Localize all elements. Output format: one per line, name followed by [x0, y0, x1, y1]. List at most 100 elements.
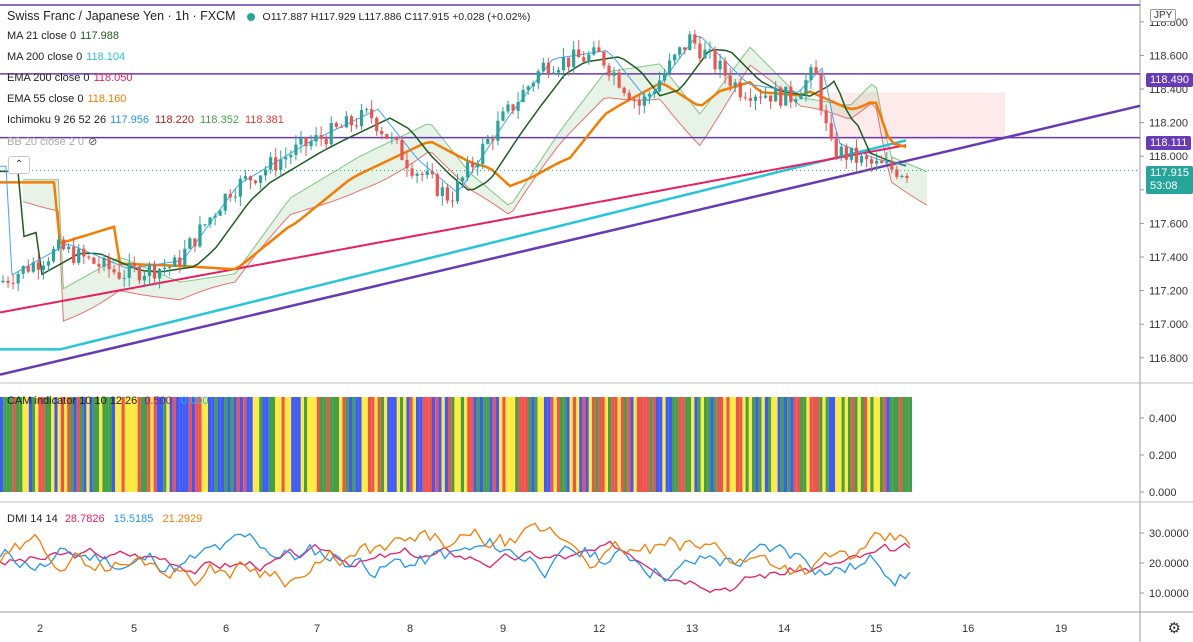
candle-body [299, 137, 303, 145]
candle-body [738, 82, 742, 98]
cam-bar [822, 397, 826, 492]
ichimoku-cloud [23, 47, 927, 321]
indicator-label: MA 200 close 0 [7, 51, 83, 63]
candle-body [708, 49, 712, 51]
candle-body [723, 60, 727, 76]
cam-bar [339, 397, 343, 492]
candle-body [718, 60, 722, 70]
candle-body [688, 34, 692, 51]
candle-body [67, 246, 71, 250]
cam-bar [99, 397, 103, 492]
currency-badge[interactable]: JPY [1150, 9, 1177, 22]
indicator-legend-row[interactable]: Ichimoku 9 26 52 26 117.956 118.220 118.352… [7, 114, 290, 126]
cam-bar [476, 397, 480, 492]
cam-bar [707, 397, 711, 492]
candle-body [72, 246, 76, 263]
settings-gear-icon[interactable]: ⚙ [1167, 620, 1181, 637]
cam-bar [57, 397, 61, 492]
cam-bar [886, 397, 890, 492]
indicator-legend-row[interactable]: BB 20 close 2 0 ⊘ [7, 135, 101, 148]
candle-body [733, 82, 737, 86]
hidden-eye-icon[interactable]: ⊘ [88, 136, 98, 148]
cam-bar [454, 397, 458, 492]
cam-bar [390, 397, 394, 492]
cam-bar [425, 397, 429, 492]
cam-bar [358, 397, 362, 492]
candle-body [62, 239, 66, 250]
cam-bar [825, 397, 829, 492]
cam-bar [841, 397, 845, 492]
candle-body [895, 169, 899, 177]
cam-bar [134, 397, 138, 492]
candle-body [142, 275, 146, 281]
candle-body [577, 49, 581, 58]
cam-bar [656, 397, 660, 492]
cam-bar [524, 397, 528, 492]
cam-bar [41, 397, 45, 492]
indicator-legend-row[interactable]: EMA 200 close 0 118.050 [7, 72, 139, 84]
cam-bar [124, 397, 128, 492]
candle-body [526, 86, 530, 91]
candle-body [415, 173, 419, 176]
cam-bar [217, 397, 221, 492]
candle-body [87, 256, 91, 258]
cam-bar [416, 397, 420, 492]
cam-bar [54, 397, 58, 492]
cam-bar [329, 397, 333, 492]
candle-body [779, 87, 783, 106]
candle-body [208, 217, 212, 225]
candle-body [31, 262, 35, 272]
cam-bar [208, 397, 212, 492]
cam-bar [550, 397, 554, 492]
cam-bar [444, 397, 448, 492]
cam-bar [342, 397, 346, 492]
x-tick-label: 16 [962, 623, 974, 635]
cam-bar [89, 397, 93, 492]
cam-bar [150, 397, 154, 492]
candle-body [693, 34, 697, 44]
candle-body [758, 96, 763, 98]
candle-body [122, 277, 126, 279]
indicator-value: 118.381 [244, 114, 284, 126]
candle-body [344, 116, 348, 128]
cam-indicator-label[interactable]: CAM indicator 10 10 12 26 [7, 395, 138, 407]
cam-bar [860, 397, 864, 492]
candle-body [304, 137, 308, 147]
cam-bar [48, 397, 52, 492]
cam-bar [480, 397, 484, 492]
candle-body [789, 86, 793, 103]
candle-body [359, 110, 364, 127]
candle-body [339, 126, 343, 128]
cam-bar [569, 397, 573, 492]
trendline [0, 104, 1141, 376]
y-tick-label: 118.200 [1149, 118, 1188, 130]
cam-bar [585, 397, 589, 492]
cam-bar [704, 397, 708, 492]
candle-body [405, 160, 409, 169]
dmi-plus-line [0, 522, 911, 589]
candle-body [632, 100, 636, 102]
candle-body [56, 239, 61, 249]
indicator-legend-row[interactable]: MA 21 close 0 117.988 [7, 30, 125, 42]
cam-bar [640, 397, 644, 492]
collapse-legend-button[interactable]: ⌃ [8, 156, 30, 174]
indicator-legend-row[interactable]: MA 200 close 0 118.104 [7, 51, 131, 63]
cam-bar [745, 397, 749, 492]
x-tick-label: 14 [778, 623, 790, 635]
candle-body [152, 264, 157, 279]
candle-body [279, 159, 283, 171]
cam-bar [102, 397, 106, 492]
cam-bar [368, 397, 372, 492]
symbol-name[interactable]: Swiss Franc / Japanese Yen · 1h · FXCM [7, 9, 236, 23]
candle-body [728, 75, 732, 86]
y-tick-label: 116.800 [1149, 353, 1188, 365]
indicator-legend-row[interactable]: EMA 55 close 0 118.160 [7, 93, 132, 105]
candle-body [390, 136, 394, 139]
candle-body [92, 257, 96, 264]
dmi-label[interactable]: DMI 14 14 [7, 513, 58, 525]
cam-bar [262, 397, 266, 492]
cam-bar [25, 397, 29, 492]
dmi-legend: DMI 14 14 28.7826 15.5185 21.2929 [7, 513, 208, 525]
cam-bar [361, 397, 365, 492]
